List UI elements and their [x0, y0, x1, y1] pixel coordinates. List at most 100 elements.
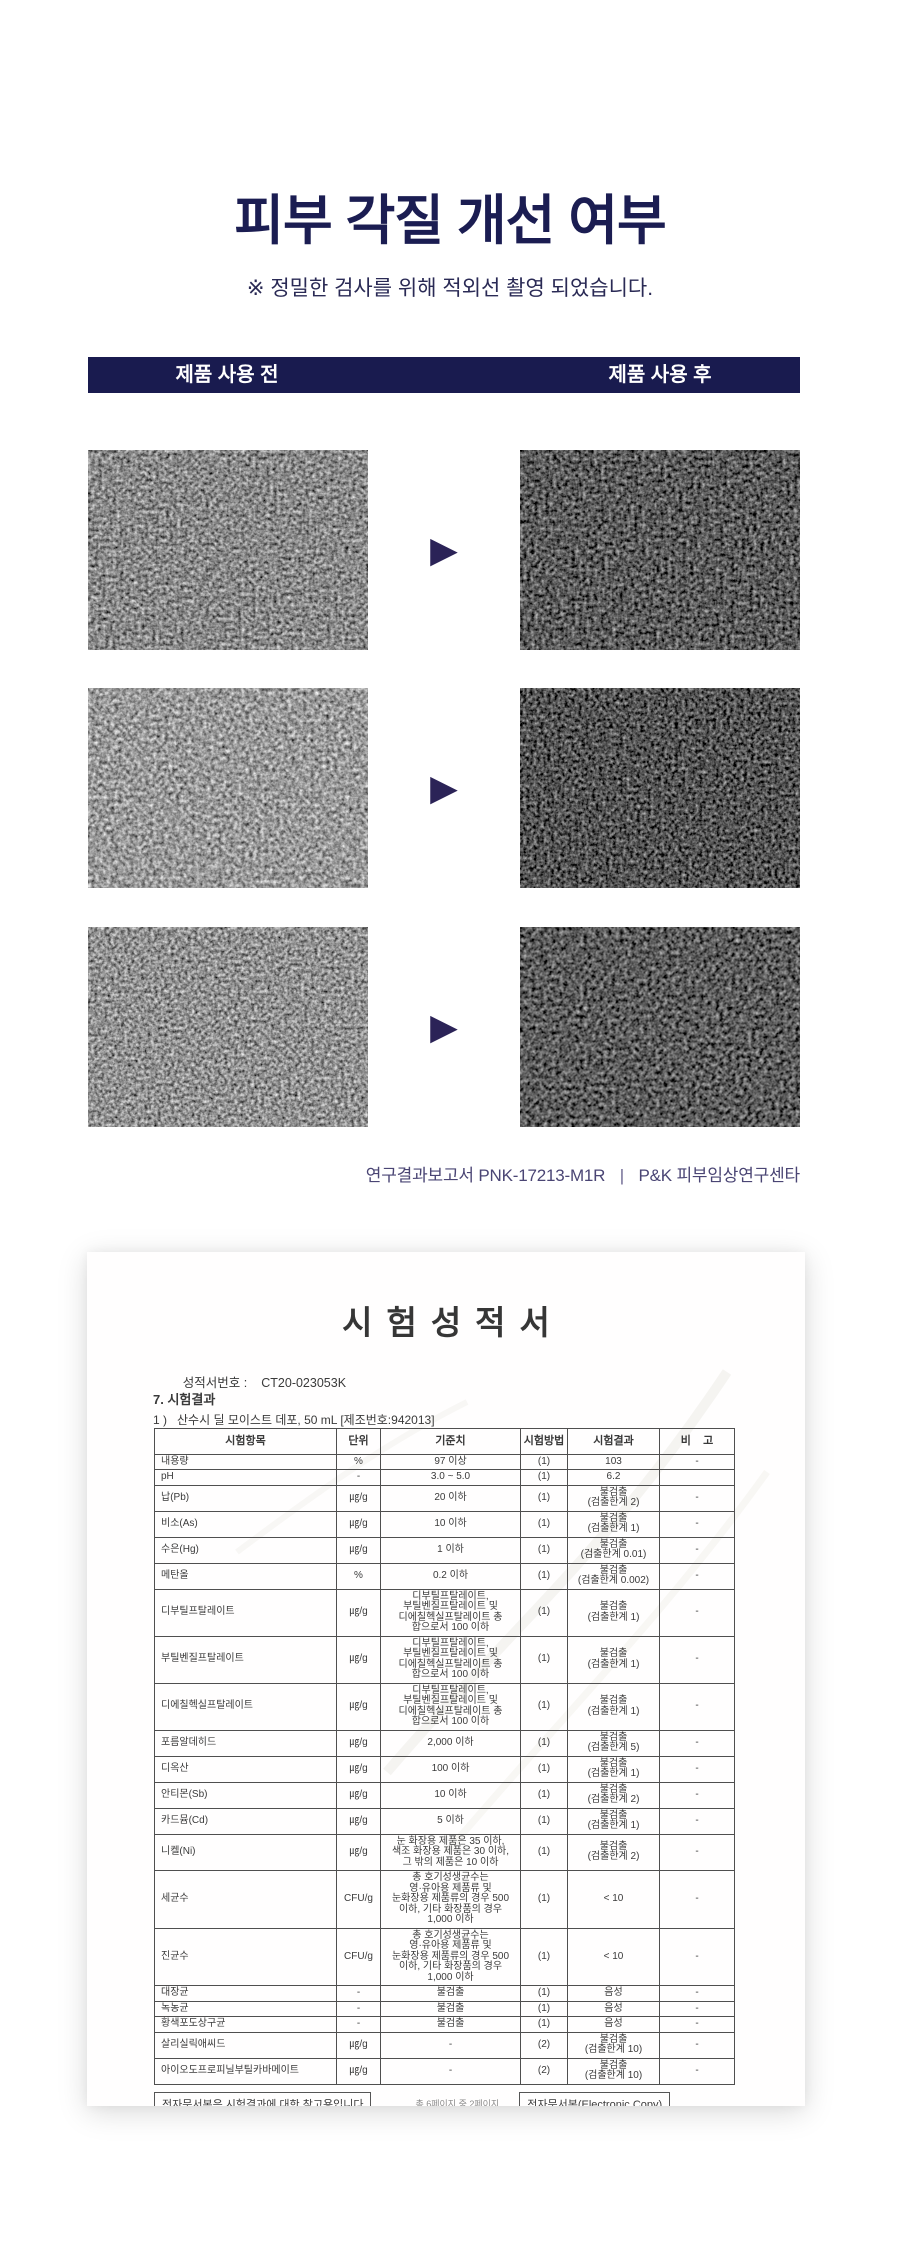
after-image-1 — [520, 450, 800, 650]
cell-item: 진균수 — [154, 1927, 337, 1986]
cell-note — [659, 1469, 735, 1486]
cell-result: 음성 — [567, 2016, 660, 2033]
cell-standard: 0.2 이하 — [380, 1562, 521, 1590]
cell-standard: 눈 화장용 제품은 35 이하, 색조 화장용 제품은 30 이하, 그 밖의 … — [380, 1833, 521, 1871]
cell-method: (1) — [520, 1453, 568, 1470]
cell-unit: ㎍/g — [336, 1510, 381, 1538]
cell-standard: 10 이하 — [380, 1510, 521, 1538]
cell-note: - — [659, 1729, 735, 1757]
before-image-1 — [88, 450, 368, 650]
cell-result: 불검출 (검출한계 0.01) — [567, 1536, 660, 1564]
cell-item: 디부틸프탈레이트 — [154, 1588, 337, 1637]
cell-note: - — [659, 2031, 735, 2059]
cell-standard: 100 이하 — [380, 1755, 521, 1783]
cell-unit: CFU/g — [336, 1927, 381, 1986]
cell-result: 불검출 (검출한계 5) — [567, 1729, 660, 1757]
cell-method: (1) — [520, 1510, 568, 1538]
cell-item: 살리실릭애씨드 — [154, 2031, 337, 2059]
after-image-3 — [520, 927, 800, 1127]
table-row: 부틸벤질프탈레이트 ㎍/g 디부틸프탈레이트, 부틸벤질프탈레이트 및 디에칠헥실프… — [154, 1635, 735, 1684]
cell-result: 불검출 (검출한계 1) — [567, 1635, 660, 1684]
cell-item: 비소(As) — [154, 1510, 337, 1538]
cell-unit: ㎍/g — [336, 1682, 381, 1731]
cell-unit: - — [336, 1985, 381, 2002]
header-unit: 단위 — [336, 1428, 381, 1455]
cell-item: 녹농균 — [154, 2000, 337, 2017]
cell-method: (1) — [520, 1469, 568, 1486]
header-item: 시험항목 — [154, 1428, 337, 1455]
cell-method: (1) — [520, 1635, 568, 1684]
cell-unit: % — [336, 1562, 381, 1590]
cell-standard: 디부틸프탈레이트, 부틸벤질프탈레이트 및 디에칠헥실프탈레이트 총 합으로서 … — [380, 1635, 521, 1684]
table-row: 디에칠헥실프탈레이트 ㎍/g 디부틸프탈레이트, 부틸벤질프탈레이트 및 디에칠헥실… — [154, 1682, 735, 1731]
cell-unit: CFU/g — [336, 1870, 381, 1929]
cell-standard: 1 이하 — [380, 1536, 521, 1564]
cell-note: - — [659, 1927, 735, 1986]
cell-method: (1) — [520, 1755, 568, 1783]
cell-standard: 총 호기성생균수는 영·유아용 제품류 및 눈화장용 제품류의 경우 500 이… — [380, 1870, 521, 1929]
cell-standard: 10 이하 — [380, 1781, 521, 1809]
page-subtitle: ※ 정밀한 검사를 위해 적외선 촬영 되었습니다. — [246, 277, 654, 300]
cell-method: (1) — [520, 1807, 568, 1835]
cell-item: 메탄올 — [154, 1562, 337, 1590]
after-label: 제품 사용 후 — [608, 364, 712, 386]
cell-result: 불검출 (검출한계 2) — [567, 1781, 660, 1809]
table-row: 안티몬(Sb) ㎍/g 10 이하 (1) 불검출 (검출한계 2) - — [154, 1781, 735, 1809]
cell-unit: - — [336, 1469, 381, 1486]
cell-item: 디에칠헥실프탈레이트 — [154, 1682, 337, 1731]
comparison-row-1: ▶ — [88, 450, 800, 650]
cell-item: 수은(Hg) — [154, 1536, 337, 1564]
table-row: 메탄올% 0.2 이하 (1) 불검출 (검출한계 0.002) - — [154, 1562, 735, 1590]
cell-method: (1) — [520, 2000, 568, 2017]
cell-method: (1) — [520, 1682, 568, 1731]
table-row: 디옥산 ㎍/g 100 이하 (1) 불검출 (검출한계 1) - — [154, 1755, 735, 1783]
cell-unit: ㎍/g — [336, 1536, 381, 1564]
table-row: 디부틸프탈레이트 ㎍/g 디부틸프탈레이트, 부틸벤질프탈레이트 및 디에칠헥실프탈… — [154, 1588, 735, 1637]
cell-unit: - — [336, 2016, 381, 2033]
cell-method: (2) — [520, 2031, 568, 2059]
cell-item: 니켈(Ni) — [154, 1833, 337, 1871]
cell-item: 안티몬(Sb) — [154, 1781, 337, 1809]
cell-item: 세균수 — [154, 1870, 337, 1929]
results-table: 시험항목 단위 기준치 시험방법 시험결과 비 고 내용량% 97 이상 (1) 10… — [154, 1428, 735, 2085]
arrow-right-icon: ▶ — [430, 529, 458, 570]
cell-standard: 총 호기성생균수는 영·유아용 제품류 및 눈화장용 제품류의 경우 500 이… — [380, 1927, 521, 1986]
cell-note: - — [659, 1536, 735, 1564]
electronic-copy-stamp-box: 전자문서본(Electronic Copy) — [519, 2091, 671, 2106]
cell-result: 불검출 (검출한계 1) — [567, 1807, 660, 1835]
cell-note: - — [659, 1682, 735, 1731]
before-label: 제품 사용 전 — [175, 364, 279, 386]
cell-standard: 20 이하 — [380, 1484, 521, 1512]
cell-item: 납(Pb) — [154, 1484, 337, 1512]
cell-unit: % — [336, 1453, 381, 1470]
table-row: 납(Pb) ㎍/g 20 이하 (1) 불검출 (검출한계 2) - — [154, 1484, 735, 1512]
cell-unit: ㎍/g — [336, 1588, 381, 1637]
table-header-row: 시험항목 단위 기준치 시험방법 시험결과 비 고 — [154, 1428, 735, 1455]
cell-result: 103 — [567, 1453, 660, 1470]
table-row: 비소(As) ㎍/g 10 이하 (1) 불검출 (검출한계 1) - — [154, 1510, 735, 1538]
cell-unit: ㎍/g — [336, 1833, 381, 1871]
results-section-heading: 7. 시험결과 — [153, 1392, 216, 1407]
cell-method: (1) — [520, 1536, 568, 1564]
cell-method: (1) — [520, 2016, 568, 2033]
comparison-row-3: ▶ — [88, 927, 800, 1127]
table-row: 녹농균 - 불검출 (1) 음성 - — [154, 2000, 735, 2017]
cell-result: 불검출 (검출한계 10) — [567, 2031, 660, 2059]
cell-unit: ㎍/g — [336, 1807, 381, 1835]
cell-note: - — [659, 2016, 735, 2033]
cell-result: 6.2 — [567, 1469, 660, 1486]
table-row: pH -3.0 ~ 5.0 (1) 6.2 — [154, 1469, 735, 1486]
cell-unit: ㎍/g — [336, 2057, 381, 2085]
cell-unit: ㎍/g — [336, 1755, 381, 1783]
arrow-right-icon: ▶ — [430, 767, 458, 808]
report-attribution: 연구결과보고서 PNK-17213-M1R | P&K 피부임상연구센타 — [88, 1161, 800, 1186]
cell-method: (1) — [520, 1484, 568, 1512]
after-image-2 — [520, 688, 800, 888]
cell-method: (1) — [520, 1562, 568, 1590]
cell-note: - — [659, 1985, 735, 2002]
cell-item: 부틸벤질프탈레이트 — [154, 1635, 337, 1684]
divider: | — [619, 1166, 624, 1185]
cell-unit: ㎍/g — [336, 1484, 381, 1512]
table-row: 수은(Hg) ㎍/g 1 이하 (1) 불검출 (검출한계 0.01) - — [154, 1536, 735, 1564]
cell-unit: ㎍/g — [336, 2031, 381, 2059]
